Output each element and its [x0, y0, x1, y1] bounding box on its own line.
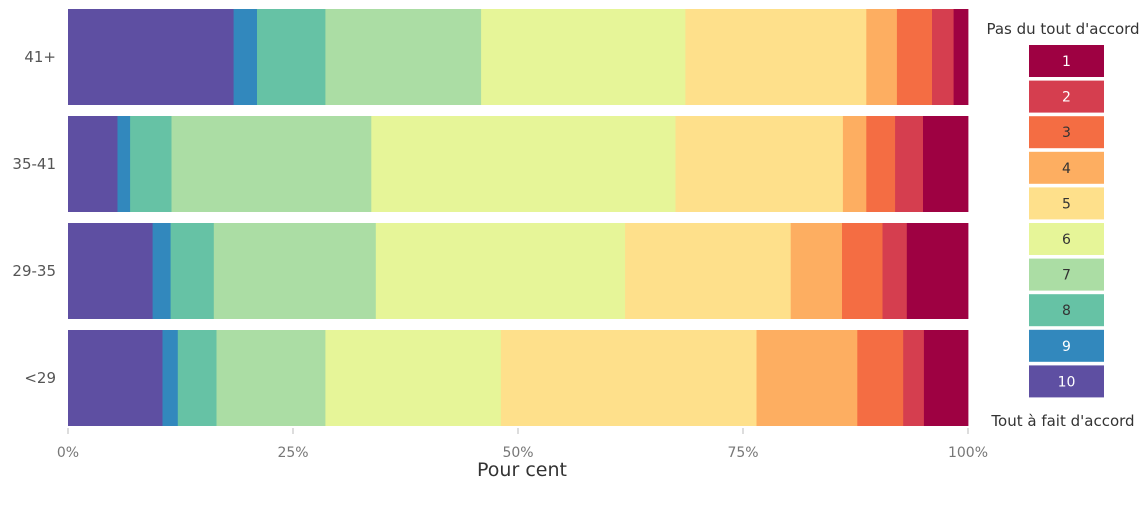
legend-label: 8 [1062, 303, 1071, 319]
bar-segment [216, 330, 326, 426]
bar-segment [790, 223, 843, 319]
x-tick-label: 25% [277, 445, 308, 461]
bar-segment [857, 330, 904, 426]
bar-segment [152, 223, 171, 319]
bar-segment [756, 330, 858, 426]
category-labels: 41+ 35-41 29-35 <29 [12, 48, 56, 387]
legend-swatch [1029, 116, 1104, 149]
legend-label: 9 [1062, 339, 1071, 355]
category-label: 35-41 [12, 155, 56, 173]
legend-swatch [1029, 365, 1104, 398]
bar-segment [162, 330, 179, 426]
bar-segment [68, 116, 118, 212]
legend-items: 1 2 3 4 5 6 7 8 9 10 [1029, 45, 1104, 398]
x-tick-label: 50% [502, 445, 533, 461]
category-label: 29-35 [12, 262, 56, 280]
legend-label: 5 [1062, 196, 1071, 212]
x-tick-label: 75% [727, 445, 758, 461]
bar-segment [903, 330, 925, 426]
bar-segment [923, 330, 969, 426]
x-axis-title: Pour cent [477, 459, 567, 481]
bar-segment [325, 9, 482, 105]
legend-title-bottom: Tout à fait d'accord [990, 412, 1134, 430]
bar-segment [882, 223, 908, 319]
x-axis-ticks: 0% 25% 50% 75% 100% [57, 428, 988, 461]
bar-segment [68, 330, 163, 426]
x-tick-label: 0% [57, 445, 79, 461]
bar-segment [233, 9, 258, 105]
bar-segment [923, 116, 969, 212]
legend-swatch [1029, 294, 1104, 327]
bar-segment [895, 116, 924, 212]
legend-label: 6 [1062, 232, 1071, 248]
category-label: 41+ [24, 48, 56, 66]
legend-swatch [1029, 329, 1104, 362]
bar-segment [68, 223, 153, 319]
bar-segment [675, 116, 844, 212]
legend-title-top: Pas du tout d'accord [986, 20, 1139, 38]
legend-swatch [1029, 258, 1104, 291]
bar-segment [896, 9, 933, 105]
bar-segment [375, 223, 626, 319]
legend: Pas du tout d'accord 1 2 3 4 5 6 7 8 9 10 Tout à … [986, 20, 1139, 430]
bar-segment [171, 116, 372, 212]
x-tick-label: 100% [948, 445, 988, 461]
legend-label: 2 [1062, 90, 1071, 106]
bar-segment [953, 9, 969, 105]
bar-segment [842, 223, 883, 319]
bar-segment [130, 116, 172, 212]
legend-label: 1 [1062, 54, 1071, 70]
legend-label: 7 [1062, 268, 1071, 284]
bar-segment [906, 223, 969, 319]
bar-segment [170, 223, 215, 319]
bar-segment [866, 116, 896, 212]
legend-label: 10 [1058, 374, 1076, 390]
legend-swatch [1029, 80, 1104, 113]
bar-segment [842, 116, 867, 212]
bar-segment [213, 223, 377, 319]
bar-segment [325, 330, 502, 426]
category-label: <29 [24, 369, 56, 387]
legend-swatch [1029, 187, 1104, 220]
bar-segment [500, 330, 757, 426]
bars-group [68, 9, 969, 426]
bar-segment [685, 9, 867, 105]
bar-segment [68, 9, 234, 105]
bar-segment [481, 9, 686, 105]
legend-swatch [1029, 151, 1104, 184]
bar-segment [625, 223, 792, 319]
bar-segment [932, 9, 954, 105]
bar-segment [117, 116, 131, 212]
bar-segment [371, 116, 676, 212]
bar-segment [177, 330, 217, 426]
bar-segment [257, 9, 326, 105]
legend-swatch [1029, 45, 1104, 77]
legend-label: 4 [1062, 161, 1071, 177]
bar-segment [866, 9, 898, 105]
legend-swatch [1029, 223, 1104, 255]
legend-label: 3 [1062, 125, 1071, 141]
